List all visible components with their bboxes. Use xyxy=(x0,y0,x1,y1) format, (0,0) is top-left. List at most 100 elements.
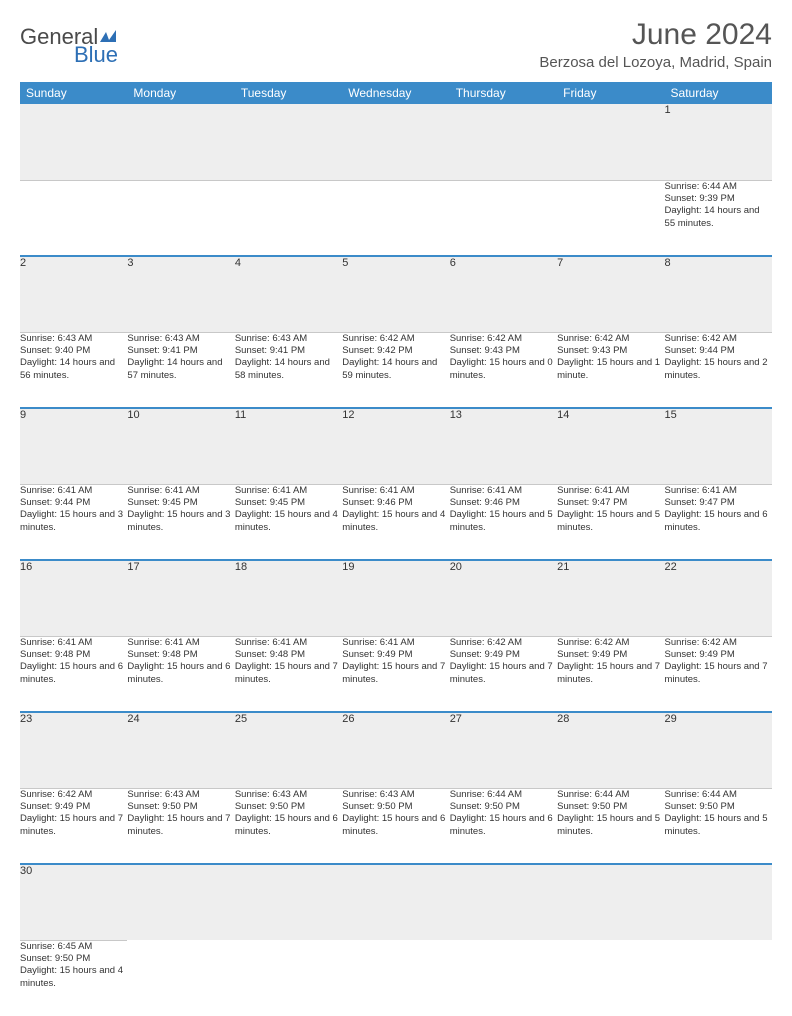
sunset: Sunset: 9:46 PM xyxy=(342,497,449,509)
daylight: Daylight: 15 hours and 7 minutes. xyxy=(450,661,557,686)
daylight: Daylight: 15 hours and 5 minutes. xyxy=(557,813,664,838)
sunrise: Sunrise: 6:42 AM xyxy=(20,789,127,801)
daylight: Daylight: 15 hours and 4 minutes. xyxy=(342,509,449,534)
day-number-cell: 23 xyxy=(20,712,127,788)
sunrise: Sunrise: 6:44 AM xyxy=(450,789,557,801)
day-info-cell xyxy=(450,940,557,1016)
sunrise: Sunrise: 6:41 AM xyxy=(127,485,234,497)
sunrise: Sunrise: 6:41 AM xyxy=(342,637,449,649)
sunrise: Sunrise: 6:43 AM xyxy=(342,789,449,801)
day-number-cell xyxy=(235,864,342,940)
day-info-cell: Sunrise: 6:41 AMSunset: 9:48 PMDaylight:… xyxy=(127,636,234,712)
day-number-cell xyxy=(557,864,664,940)
sunset: Sunset: 9:50 PM xyxy=(450,801,557,813)
day-info-cell: Sunrise: 6:42 AMSunset: 9:44 PMDaylight:… xyxy=(665,332,772,408)
day-number-cell: 5 xyxy=(342,256,449,332)
day-info-cell xyxy=(20,180,127,256)
day-info-cell: Sunrise: 6:42 AMSunset: 9:49 PMDaylight:… xyxy=(665,636,772,712)
day-number-cell: 17 xyxy=(127,560,234,636)
daylight: Daylight: 15 hours and 7 minutes. xyxy=(665,661,772,686)
daylight: Daylight: 15 hours and 0 minutes. xyxy=(450,357,557,382)
sunrise: Sunrise: 6:42 AM xyxy=(665,333,772,345)
sunset: Sunset: 9:48 PM xyxy=(235,649,342,661)
day-number-cell: 11 xyxy=(235,408,342,484)
daylight: Daylight: 15 hours and 3 minutes. xyxy=(127,509,234,534)
day-info-cell xyxy=(342,180,449,256)
sunrise: Sunrise: 6:44 AM xyxy=(665,789,772,801)
day-number-cell xyxy=(450,104,557,180)
daylight: Daylight: 15 hours and 3 minutes. xyxy=(20,509,127,534)
day-number-cell xyxy=(342,864,449,940)
sunrise: Sunrise: 6:41 AM xyxy=(450,485,557,497)
header: General Blue June 2024 Berzosa del Lozoy… xyxy=(20,18,772,76)
day-number-cell xyxy=(342,104,449,180)
day-number-cell xyxy=(20,104,127,180)
sunset: Sunset: 9:50 PM xyxy=(557,801,664,813)
logo-blue: Blue xyxy=(74,42,118,67)
day-number-cell: 19 xyxy=(342,560,449,636)
sunrise: Sunrise: 6:41 AM xyxy=(557,485,664,497)
sunset: Sunset: 9:40 PM xyxy=(20,345,127,357)
day-number-cell: 9 xyxy=(20,408,127,484)
day-number-cell: 8 xyxy=(665,256,772,332)
day-info-cell: Sunrise: 6:42 AMSunset: 9:49 PMDaylight:… xyxy=(450,636,557,712)
day-info-cell xyxy=(235,940,342,1016)
day-number-cell: 29 xyxy=(665,712,772,788)
daylight: Daylight: 15 hours and 6 minutes. xyxy=(342,813,449,838)
daylight: Daylight: 15 hours and 1 minute. xyxy=(557,357,664,382)
day-header: Saturday xyxy=(665,82,772,104)
day-info-cell: Sunrise: 6:44 AMSunset: 9:50 PMDaylight:… xyxy=(665,788,772,864)
day-info-cell: Sunrise: 6:42 AMSunset: 9:42 PMDaylight:… xyxy=(342,332,449,408)
day-number-cell: 3 xyxy=(127,256,234,332)
daylight: Daylight: 15 hours and 5 minutes. xyxy=(450,509,557,534)
info-row: Sunrise: 6:43 AM Sunset: 9:40 PM Daylight:… xyxy=(20,332,772,408)
sunrise: Sunrise: 6:42 AM xyxy=(665,637,772,649)
sunset: Sunset: 9:49 PM xyxy=(665,649,772,661)
daylight: Daylight: 15 hours and 6 minutes. xyxy=(450,813,557,838)
daylight: Daylight: 15 hours and 6 minutes. xyxy=(127,661,234,686)
sunrise: Sunrise: 6:41 AM xyxy=(342,485,449,497)
day-header: Monday xyxy=(127,82,234,104)
sunrise: Sunrise: 6:42 AM xyxy=(557,333,664,345)
daylight: Daylight: 15 hours and 7 minutes. xyxy=(235,661,342,686)
day-number-cell: 15 xyxy=(665,408,772,484)
day-number-cell: 30 xyxy=(20,864,127,940)
daylight: Daylight: 15 hours and 7 minutes. xyxy=(20,813,127,838)
info-row: Sunrise: 6:41 AMSunset: 9:44 PMDaylight:… xyxy=(20,484,772,560)
day-info-cell: Sunrise: 6:41 AMSunset: 9:48 PMDaylight:… xyxy=(235,636,342,712)
sunrise: Sunrise: 6:41 AM xyxy=(20,485,127,497)
sunset: Sunset: 9:49 PM xyxy=(20,801,127,813)
sunset: Sunset: 9:45 PM xyxy=(235,497,342,509)
day-info-cell: Sunrise: 6:41 AMSunset: 9:49 PMDaylight:… xyxy=(342,636,449,712)
day-info-cell xyxy=(450,180,557,256)
day-number-cell: 16 xyxy=(20,560,127,636)
daynum-row: 16171819202122 xyxy=(20,560,772,636)
daylight: Daylight: 15 hours and 6 minutes. xyxy=(20,661,127,686)
day-info-cell: Sunrise: 6:43 AMSunset: 9:50 PMDaylight:… xyxy=(235,788,342,864)
sunrise: Sunrise: 6:43 AM xyxy=(235,333,342,345)
sunset: Sunset: 9:49 PM xyxy=(342,649,449,661)
sunrise: Sunrise: 6:42 AM xyxy=(450,637,557,649)
sunrise: Sunrise: 6:42 AM xyxy=(557,637,664,649)
sunrise: Sunrise: 6:41 AM xyxy=(665,485,772,497)
day-info-cell: Sunrise: 6:41 AMSunset: 9:46 PMDaylight:… xyxy=(450,484,557,560)
calendar-table: SundayMondayTuesdayWednesdayThursdayFrid… xyxy=(20,82,772,1016)
day-info-cell xyxy=(557,180,664,256)
day-header: Tuesday xyxy=(235,82,342,104)
daylight: Daylight: 15 hours and 7 minutes. xyxy=(342,661,449,686)
daylight: Daylight: 15 hours and 5 minutes. xyxy=(665,813,772,838)
daylight: Daylight: 15 hours and 4 minutes. xyxy=(20,965,127,990)
sunset: Sunset: 9:47 PM xyxy=(665,497,772,509)
sunset: Sunset: 9:39 PM xyxy=(665,193,772,205)
day-info-cell: Sunrise: 6:43 AMSunset: 9:41 PMDaylight:… xyxy=(127,332,234,408)
day-number-cell: 1 xyxy=(665,104,772,180)
daynum-row: 1 xyxy=(20,104,772,180)
sunrise: Sunrise: 6:41 AM xyxy=(127,637,234,649)
day-info-cell: Sunrise: 6:41 AMSunset: 9:47 PMDaylight:… xyxy=(665,484,772,560)
sunrise: Sunrise: 6:42 AM xyxy=(342,333,449,345)
day-number-cell: 18 xyxy=(235,560,342,636)
day-info-cell xyxy=(235,180,342,256)
logo: General Blue xyxy=(20,24,122,76)
day-info-cell: Sunrise: 6:43 AMSunset: 9:40 PMDaylight:… xyxy=(20,332,127,408)
sunset: Sunset: 9:48 PM xyxy=(127,649,234,661)
